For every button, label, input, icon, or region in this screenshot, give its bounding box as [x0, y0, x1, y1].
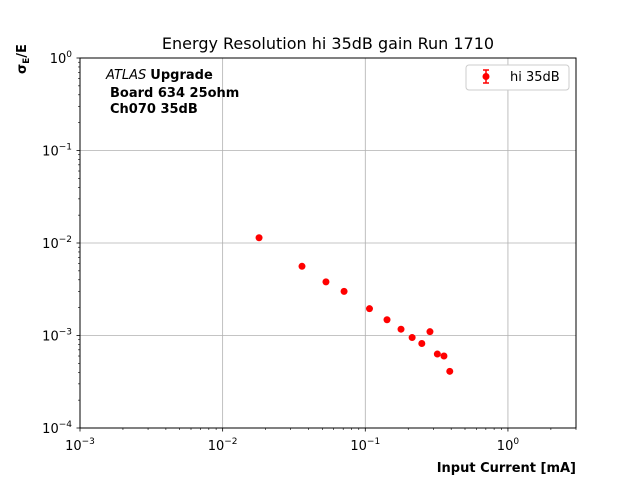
grid-lines [80, 58, 576, 428]
x-tick-base: 10 [65, 439, 82, 454]
y-tick-label: 10−2 [42, 235, 72, 252]
major-ticks [76, 57, 509, 432]
data-point [418, 339, 426, 347]
data-point [426, 328, 434, 336]
annotation-upgrade: Upgrade [150, 68, 213, 83]
y-tick-base: 10 [42, 330, 59, 345]
y-axis-label-subscript: E [22, 58, 32, 64]
x-tick-labels: 10−3 10−2 10−1 100 [65, 437, 519, 454]
legend-label: hi 35dB [510, 70, 560, 85]
x-tick-exponent: −1 [367, 437, 380, 447]
x-axis-label: Input Current [mA] [437, 461, 576, 476]
y-tick-exponent: −1 [59, 143, 72, 153]
data-point [408, 334, 416, 342]
x-tick-base: 10 [497, 439, 514, 454]
data-point [255, 234, 263, 242]
y-tick-exponent: −4 [59, 420, 73, 430]
chart-title: Energy Resolution hi 35dB gain Run 1710 [162, 34, 494, 53]
annotation-line2: Board 634 25ohm [110, 86, 239, 101]
x-tick-base: 10 [208, 439, 225, 454]
plot-frame [79, 57, 577, 429]
y-tick-label: 10−4 [42, 420, 72, 437]
data-point [298, 262, 306, 270]
y-tick-label: 10−3 [42, 328, 72, 345]
x-tick-exponent: −3 [82, 437, 95, 447]
annotation-line1: ATLAS Upgrade [105, 68, 213, 83]
y-tick-base: 10 [50, 52, 67, 67]
legend-box [465, 64, 570, 91]
data-point [397, 325, 405, 333]
y-tick-exponent: −3 [59, 328, 72, 338]
y-tick-base: 10 [42, 237, 59, 252]
y-axis-label: σE/E [15, 44, 32, 74]
x-tick-base: 10 [350, 439, 367, 454]
x-tick-label: 100 [497, 437, 520, 454]
data-points [255, 234, 454, 375]
annotation-line3: Ch070 35dB [110, 102, 198, 117]
y-tick-exponent: −2 [59, 235, 72, 245]
data-point [446, 367, 454, 375]
y-tick-exponent: 0 [66, 50, 72, 60]
data-point [383, 316, 391, 324]
x-tick-label: 10−2 [208, 437, 238, 454]
x-tick-label: 10−1 [350, 437, 380, 454]
y-tick-base: 10 [42, 422, 59, 437]
y-axis-label-sigma: σ [15, 64, 30, 74]
y-tick-label: 100 [50, 50, 73, 67]
y-tick-label: 10−1 [42, 143, 72, 160]
y-tick-base: 10 [42, 145, 59, 160]
data-point [440, 352, 448, 360]
y-axis-label-rest: /E [15, 44, 30, 58]
data-point [322, 278, 330, 286]
legend-marker [482, 73, 490, 80]
data-point [365, 305, 373, 313]
data-point [340, 287, 348, 295]
data-point [433, 350, 441, 358]
annotation-atlas: ATLAS [105, 68, 146, 83]
x-tick-exponent: 0 [513, 437, 519, 447]
x-tick-exponent: −2 [224, 437, 237, 447]
x-tick-label: 10−3 [65, 437, 95, 454]
legend: hi 35dB [465, 64, 570, 91]
